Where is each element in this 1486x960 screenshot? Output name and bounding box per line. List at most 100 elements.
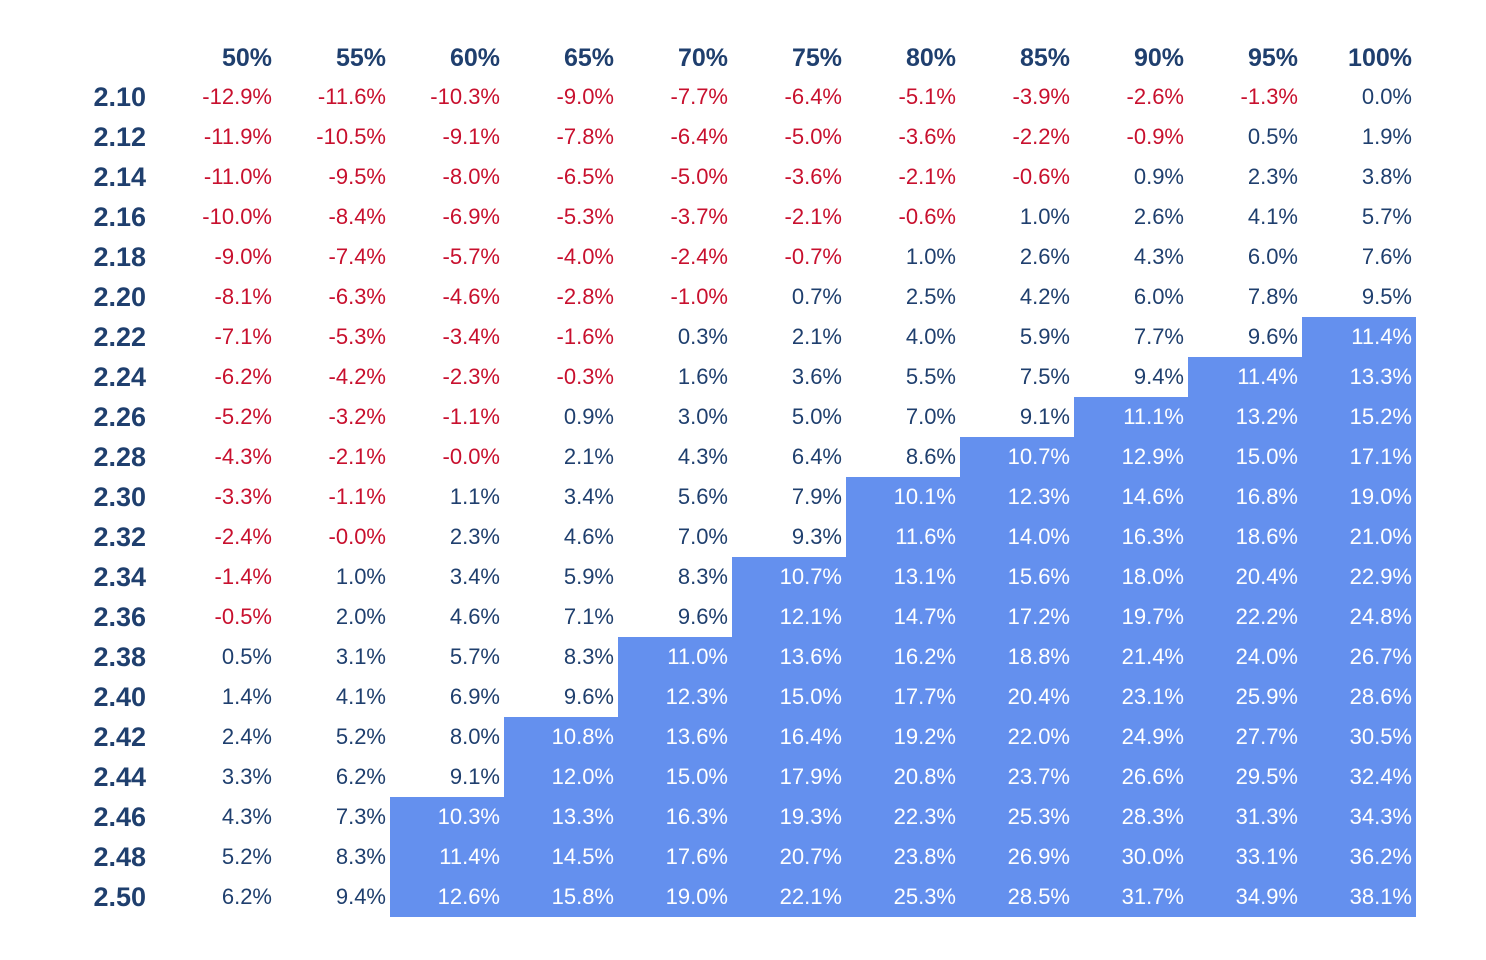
table-cell: 0.3% bbox=[677, 324, 728, 349]
table-cell: 34.3% bbox=[1302, 797, 1416, 837]
table-cell: 7.7% bbox=[1133, 324, 1184, 349]
table-cell: 24.8% bbox=[1302, 597, 1416, 637]
table-cell: 3.4% bbox=[563, 484, 614, 509]
table-cell: 11.6% bbox=[846, 517, 960, 557]
table-cell: 12.6% bbox=[390, 877, 504, 917]
row-header: 2.30 bbox=[93, 482, 146, 512]
table-cell: 6.9% bbox=[449, 684, 500, 709]
table-cell: 4.6% bbox=[563, 524, 614, 549]
row-header: 2.20 bbox=[93, 282, 146, 312]
table-cell: 1.6% bbox=[677, 364, 728, 389]
table-cell: -3.2% bbox=[328, 404, 386, 429]
table-cell: -2.1% bbox=[784, 204, 842, 229]
table-cell: 4.3% bbox=[1133, 244, 1184, 269]
table-cell: 25.3% bbox=[960, 797, 1074, 837]
table-cell: 30.0% bbox=[1074, 837, 1188, 877]
table-cell: 13.3% bbox=[1302, 357, 1416, 397]
table-cell: -3.3% bbox=[214, 484, 272, 509]
table-cell: 21.4% bbox=[1074, 637, 1188, 677]
table-cell: 23.1% bbox=[1074, 677, 1188, 717]
table-cell: -7.1% bbox=[214, 324, 272, 349]
row-header: 2.48 bbox=[93, 842, 146, 872]
table-cell: 5.2% bbox=[335, 724, 386, 749]
table-cell: 9.1% bbox=[1019, 404, 1070, 429]
table-cell: 21.0% bbox=[1302, 517, 1416, 557]
table-cell: -2.8% bbox=[556, 284, 614, 309]
table-cell: 10.8% bbox=[504, 717, 618, 757]
table-cell: 6.0% bbox=[1133, 284, 1184, 309]
table-cell: 13.1% bbox=[846, 557, 960, 597]
table-cell: -0.6% bbox=[898, 204, 956, 229]
table-cell: 9.4% bbox=[1133, 364, 1184, 389]
table-cell: -9.0% bbox=[556, 84, 614, 109]
column-header: 55% bbox=[335, 44, 386, 72]
table-cell: -5.2% bbox=[214, 404, 272, 429]
column-header: 100% bbox=[1348, 44, 1412, 72]
table-cell: 22.3% bbox=[846, 797, 960, 837]
table-cell: -12.9% bbox=[202, 84, 272, 109]
table-cell: 5.9% bbox=[563, 564, 614, 589]
table-cell: 15.6% bbox=[960, 557, 1074, 597]
table-cell: -9.1% bbox=[442, 124, 500, 149]
table-cell: 6.2% bbox=[221, 884, 272, 909]
table-cell: 11.4% bbox=[1188, 357, 1302, 397]
table-cell: 23.8% bbox=[846, 837, 960, 877]
table-cell: 6.0% bbox=[1247, 244, 1298, 269]
row-header: 2.38 bbox=[93, 642, 146, 672]
table-cell: -9.0% bbox=[214, 244, 272, 269]
table-cell: -0.7% bbox=[784, 244, 842, 269]
row-header: 2.18 bbox=[93, 242, 146, 272]
table-cell: 20.8% bbox=[846, 757, 960, 797]
table-cell: 29.5% bbox=[1188, 757, 1302, 797]
row-header: 2.26 bbox=[93, 402, 146, 432]
table-cell: 2.1% bbox=[563, 444, 614, 469]
table-cell: 4.6% bbox=[449, 604, 500, 629]
row-header: 2.10 bbox=[93, 82, 146, 112]
table-cell: 3.4% bbox=[449, 564, 500, 589]
table-cell: 19.3% bbox=[732, 797, 846, 837]
table-cell: 8.3% bbox=[563, 644, 614, 669]
table-cell: 17.1% bbox=[1302, 437, 1416, 477]
table-cell: 13.3% bbox=[504, 797, 618, 837]
table-cell: 16.8% bbox=[1188, 477, 1302, 517]
table-cell: 7.9% bbox=[791, 484, 842, 509]
table-cell: 10.1% bbox=[846, 477, 960, 517]
table-cell: 3.1% bbox=[335, 644, 386, 669]
table-cell: 33.1% bbox=[1188, 837, 1302, 877]
table-cell: 17.9% bbox=[732, 757, 846, 797]
table-cell: -4.0% bbox=[556, 244, 614, 269]
table-cell: 7.1% bbox=[563, 604, 614, 629]
table-cell: 28.5% bbox=[960, 877, 1074, 917]
table-cell: -6.4% bbox=[670, 124, 728, 149]
table-cell: 9.6% bbox=[1247, 324, 1298, 349]
table-cell: -5.0% bbox=[784, 124, 842, 149]
table-cell: 3.6% bbox=[791, 364, 842, 389]
table-cell: 27.7% bbox=[1188, 717, 1302, 757]
table-cell: -3.6% bbox=[898, 124, 956, 149]
row-header: 2.36 bbox=[93, 602, 146, 632]
table-cell: 12.9% bbox=[1074, 437, 1188, 477]
table-cell: 22.0% bbox=[960, 717, 1074, 757]
table-cell: 16.2% bbox=[846, 637, 960, 677]
table-cell: 14.6% bbox=[1074, 477, 1188, 517]
table-cell: 12.0% bbox=[504, 757, 618, 797]
table-cell: 2.3% bbox=[449, 524, 500, 549]
table-cell: 1.0% bbox=[905, 244, 956, 269]
table-cell: 13.6% bbox=[732, 637, 846, 677]
table-cell: 0.9% bbox=[563, 404, 614, 429]
table-cell: 20.7% bbox=[732, 837, 846, 877]
table-cell: -8.1% bbox=[214, 284, 272, 309]
table-cell: 13.2% bbox=[1188, 397, 1302, 437]
table-cell: 2.1% bbox=[791, 324, 842, 349]
table-cell: 7.3% bbox=[335, 804, 386, 829]
table-cell: 19.7% bbox=[1074, 597, 1188, 637]
table-cell: 9.4% bbox=[335, 884, 386, 909]
table-cell: 3.3% bbox=[221, 764, 272, 789]
table-cell: -7.4% bbox=[328, 244, 386, 269]
table-cell: -1.1% bbox=[328, 484, 386, 509]
table-cell: 7.6% bbox=[1361, 244, 1412, 269]
table-cell: 15.0% bbox=[618, 757, 732, 797]
table-cell: 10.7% bbox=[960, 437, 1074, 477]
table-cell: 5.7% bbox=[449, 644, 500, 669]
